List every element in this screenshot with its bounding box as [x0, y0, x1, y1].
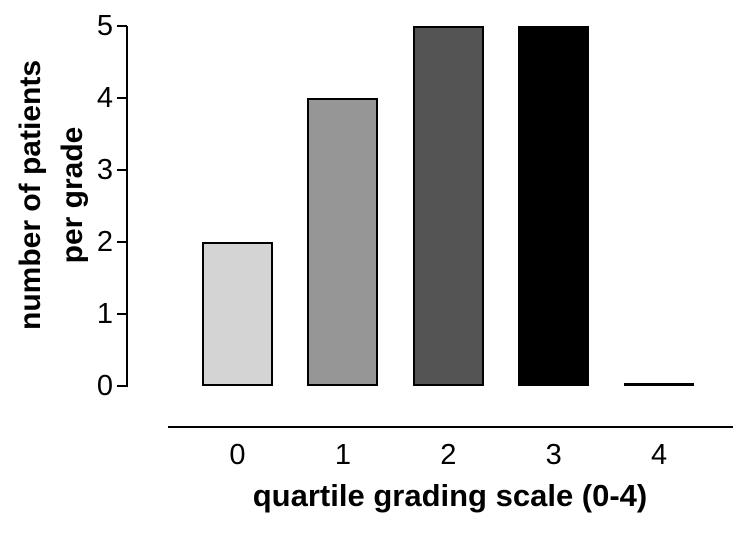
y-tick	[117, 241, 127, 243]
x-tick-label: 0	[229, 439, 246, 471]
bar-category-4	[624, 383, 695, 386]
y-tick	[117, 169, 127, 171]
y-tick	[117, 97, 127, 99]
y-tick	[117, 385, 127, 387]
x-tick-label: 3	[545, 439, 562, 471]
y-axis-line	[126, 26, 128, 387]
bar-category-2	[412, 26, 484, 386]
bar-category-3	[518, 26, 590, 386]
y-tick	[117, 25, 127, 27]
y-tick-label: 1	[96, 298, 113, 330]
bar-category-0	[202, 242, 273, 386]
y-tick	[117, 313, 127, 315]
bar-category-1	[307, 98, 379, 386]
x-tick-label: 1	[334, 439, 351, 471]
x-axis-line	[168, 426, 733, 428]
y-axis-title-line1: number of patients	[14, 59, 47, 331]
y-tick-label: 5	[96, 10, 113, 42]
y-tick-label: 4	[96, 82, 113, 114]
x-tick-label: 4	[651, 439, 668, 471]
y-tick-label: 2	[96, 226, 113, 258]
y-tick-label: 0	[96, 370, 113, 402]
x-tick-label: 2	[440, 439, 457, 471]
x-axis-title: quartile grading scale (0-4)	[252, 478, 648, 513]
y-tick-label: 3	[96, 154, 113, 186]
